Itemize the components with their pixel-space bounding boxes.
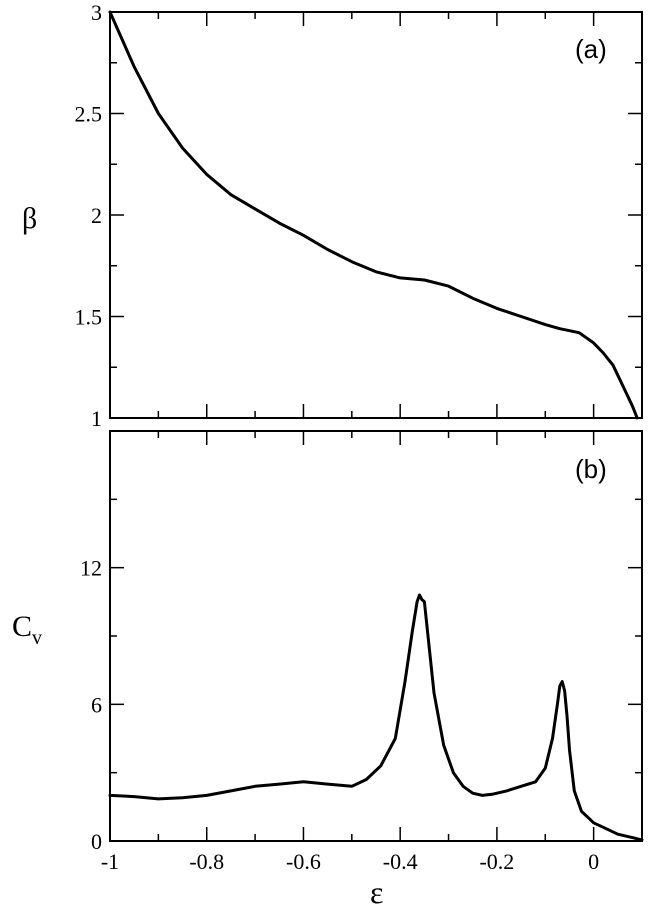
panel-b-x-axis-label: ε xyxy=(370,874,383,910)
x-tick-label: -0.8 xyxy=(189,849,224,874)
panel-b-ticks xyxy=(109,431,643,842)
panel-b-cv-curve xyxy=(108,593,644,842)
x-tick-label: -1 xyxy=(101,849,119,874)
y-tick-label: 0 xyxy=(91,829,102,854)
panel-a-ticks xyxy=(109,11,643,419)
y-tick-label: 1.5 xyxy=(75,305,103,330)
y-tick-label: 2 xyxy=(91,203,102,228)
cv-symbol: C xyxy=(12,610,32,643)
panel-a-y-axis-label: β xyxy=(22,202,37,235)
y-tick-label: 3 xyxy=(91,0,102,25)
panel-b-x-tick-labels: -1 -0.8 -0.6 -0.4 -0.2 0 xyxy=(101,849,599,874)
panel-a-y-tick-labels: 1 1.5 2 2.5 3 xyxy=(75,0,103,431)
x-tick-label: -0.2 xyxy=(479,849,514,874)
panel-b-y-axis-label: Cv xyxy=(12,610,42,649)
y-tick-label: 2.5 xyxy=(75,102,103,127)
y-tick-label: 12 xyxy=(80,556,102,581)
panel-a-label: (a) xyxy=(575,34,607,64)
x-tick-label: -0.6 xyxy=(286,849,321,874)
cv-subscript: v xyxy=(32,627,42,649)
panel-a-beta-curve xyxy=(108,10,639,420)
x-tick-label: -0.4 xyxy=(383,849,418,874)
panel-a: 1 1.5 2 2.5 3 (a) β xyxy=(22,0,643,431)
panel-b: 0 6 12 -1 -0.8 -0.6 -0.4 -0.2 0 (b) Cv ε xyxy=(12,430,644,910)
y-tick-label: 6 xyxy=(91,692,102,717)
panel-b-y-tick-labels: 0 6 12 xyxy=(80,556,102,854)
x-tick-label: 0 xyxy=(588,849,599,874)
y-tick-label: 1 xyxy=(91,406,102,431)
panel-b-label: (b) xyxy=(575,454,607,484)
panel-b-frame xyxy=(109,430,643,842)
panel-a-frame xyxy=(109,11,643,419)
